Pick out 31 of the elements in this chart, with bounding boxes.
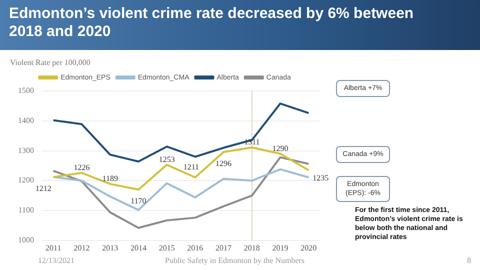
y-tick-label: 1400 [18, 116, 34, 125]
x-tick-label: 2014 [130, 243, 146, 252]
data-label: 1170 [130, 196, 146, 206]
data-label: 1211 [183, 162, 200, 172]
x-tick-label: 2016 [187, 243, 204, 252]
data-label: 1189 [102, 174, 118, 184]
data-label: 1212 [35, 184, 52, 194]
chart-title: Edmonton’s violent crime rate decreased by 6% between 2018 and 2020 [9, 5, 415, 41]
data-label: 1253 [158, 154, 175, 164]
x-tick-label: 2013 [102, 243, 118, 252]
y-axis-title: Violent Rate per 100,000 [10, 58, 90, 67]
x-tick-label: 2011 [45, 243, 62, 252]
data-label: 1311 [244, 138, 260, 147]
y-tick-label: 1000 [18, 235, 34, 244]
y-tick-label: 1300 [18, 146, 34, 155]
text: 12/13/2021 [38, 256, 74, 265]
text: 8 [467, 256, 471, 265]
data-label: 1290 [272, 144, 288, 153]
x-tick-label: 2019 [272, 243, 288, 252]
x-tick-label: 2018 [244, 243, 260, 252]
y-tick-label: 1100 [18, 206, 34, 215]
y-tick-label: 1200 [18, 176, 34, 185]
x-tick-label: 2015 [158, 243, 175, 252]
data-label: 1235 [312, 173, 329, 182]
data-label: 1296 [216, 159, 232, 168]
x-tick-label: 2012 [74, 243, 90, 252]
x-tick-label: 2020 [300, 243, 317, 252]
text: Public Safety in Edmonton by the Numbers [165, 256, 305, 265]
data-label: 1226 [74, 162, 90, 172]
y-tick-label: 1500 [18, 86, 34, 96]
x-tick-label: 2017 [216, 243, 232, 252]
